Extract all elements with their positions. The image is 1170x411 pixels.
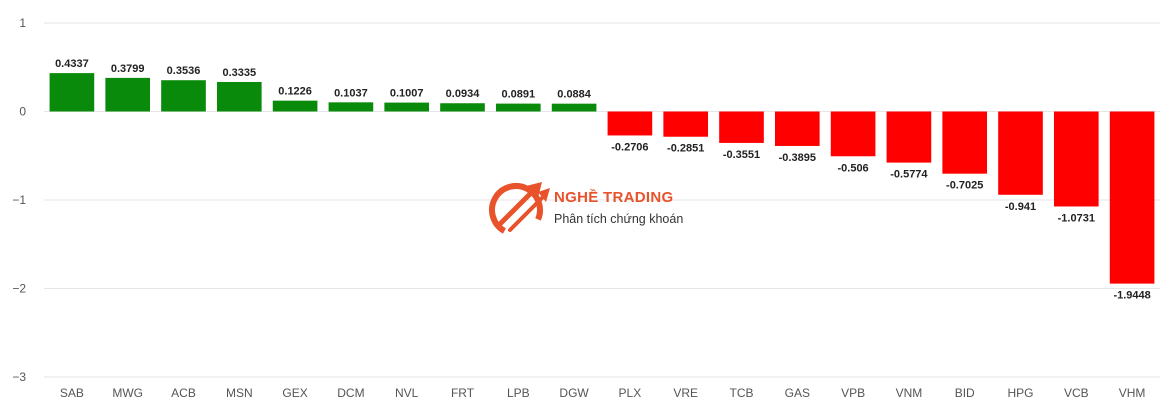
- data-label: 0.0934: [446, 88, 481, 100]
- data-label: 0.1007: [390, 88, 424, 100]
- x-tick-label: VCB: [1064, 386, 1089, 400]
- data-label: -1.0731: [1058, 212, 1095, 224]
- x-tick-label: GAS: [785, 386, 810, 400]
- x-tick-label: VNM: [896, 386, 923, 400]
- x-tick-label: ACB: [171, 386, 196, 400]
- x-axis-ticks: SAB MWG ACB MSN GEX DCM NVL FRT LPB DGW PLX VRE TCB G…: [60, 386, 1146, 400]
- data-label: 0.3536: [167, 65, 201, 77]
- data-label: 0.0891: [501, 89, 535, 101]
- bar-msn: [216, 81, 262, 112]
- data-label: 0.3799: [111, 63, 145, 75]
- x-tick-label: BID: [955, 386, 975, 400]
- data-label: 0.4337: [55, 58, 89, 70]
- data-label: 0.3335: [222, 67, 256, 79]
- data-label: -0.3551: [723, 149, 760, 161]
- x-tick-label: MSN: [226, 386, 253, 400]
- y-tick-label: −3: [12, 370, 26, 384]
- bar-frt: [440, 103, 485, 112]
- gridlines: [44, 22, 1160, 378]
- bar-gas: [774, 111, 820, 146]
- x-tick-label: VHM: [1119, 386, 1146, 400]
- y-tick-label: 0: [19, 105, 26, 119]
- y-tick-label: −1: [12, 193, 26, 207]
- data-label: -0.2851: [667, 143, 704, 155]
- bar-plx: [607, 111, 653, 136]
- bar-acb: [161, 80, 206, 112]
- data-label: 0.1037: [334, 87, 368, 99]
- bar-vpb: [830, 111, 876, 157]
- y-tick-label: 1: [19, 16, 26, 30]
- bar-dgw: [551, 103, 597, 112]
- x-tick-label: DGW: [559, 386, 589, 400]
- data-label: 0.1226: [278, 86, 312, 98]
- y-tick-label: −2: [12, 282, 26, 296]
- x-tick-label: NVL: [395, 386, 419, 400]
- x-tick-label: GEX: [282, 386, 307, 400]
- x-tick-label: MWG: [112, 386, 143, 400]
- data-label: -0.5774: [890, 169, 928, 181]
- bar-nvl: [384, 102, 430, 112]
- data-label: -0.506: [837, 162, 868, 174]
- data-label: -0.941: [1005, 201, 1036, 213]
- bar-dcm: [328, 102, 374, 112]
- data-label: -0.2706: [611, 141, 648, 153]
- bar-mwg: [105, 77, 151, 112]
- bar-gex: [272, 100, 318, 112]
- x-tick-label: SAB: [60, 386, 84, 400]
- bar-hpg: [998, 111, 1043, 195]
- data-label: -0.3895: [779, 152, 816, 164]
- bars: [49, 73, 1155, 284]
- x-tick-label: FRT: [451, 386, 475, 400]
- bar-lpb: [495, 103, 541, 112]
- bar-sab: [49, 73, 95, 112]
- bar-vnm: [886, 111, 932, 163]
- bar-tcb: [719, 111, 764, 143]
- bar-bid: [942, 111, 988, 174]
- x-tick-label: PLX: [619, 386, 642, 400]
- x-tick-label: HPG: [1007, 386, 1033, 400]
- bar-vcb: [1053, 111, 1099, 207]
- x-tick-label: VRE: [673, 386, 698, 400]
- x-tick-label: TCB: [730, 386, 754, 400]
- data-labels: 0.4337 0.3799 0.3536 0.3335 0.1226 0.1037 0.10…: [55, 58, 1151, 301]
- bar-vhm: [1109, 111, 1155, 284]
- y-axis-ticks: 1 0 −1 −2 −3: [12, 16, 26, 384]
- data-label: -1.9448: [1113, 290, 1150, 302]
- data-label: -0.7025: [946, 180, 983, 192]
- x-tick-label: LPB: [507, 386, 530, 400]
- data-label: 0.0884: [557, 89, 592, 101]
- x-tick-label: DCM: [337, 386, 364, 400]
- x-tick-label: VPB: [841, 386, 865, 400]
- bar-vre: [663, 111, 709, 137]
